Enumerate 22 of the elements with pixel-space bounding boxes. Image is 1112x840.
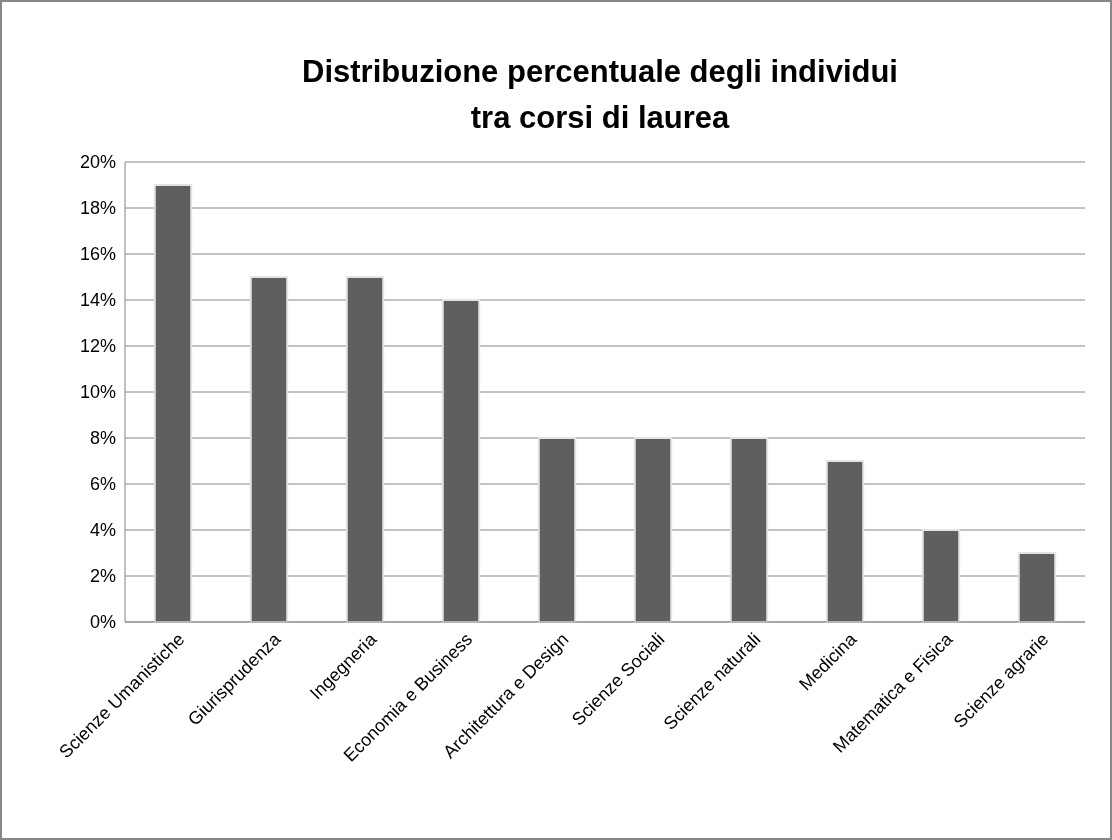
y-tick-label: 12% <box>79 336 116 357</box>
bar <box>249 276 289 623</box>
y-tick-label: 2% <box>89 566 116 587</box>
y-tick-label: 8% <box>89 428 116 449</box>
y-tick-label: 20% <box>79 152 116 173</box>
y-tick-label: 6% <box>89 474 116 495</box>
bar <box>729 437 769 623</box>
bar <box>633 437 673 623</box>
bar <box>825 460 865 623</box>
bar <box>345 276 385 623</box>
y-tick-label: 18% <box>79 198 116 219</box>
bar <box>921 529 961 623</box>
y-tick-label: 16% <box>79 244 116 265</box>
chart-title: Distribuzione percentuale degli individui tra corsi di laurea <box>302 54 898 135</box>
bar <box>1017 552 1057 623</box>
y-tick-label: 10% <box>79 382 116 403</box>
y-tick-label: 4% <box>89 520 116 541</box>
bar <box>153 184 193 623</box>
bar <box>537 437 577 623</box>
y-tick-label: 0% <box>89 612 116 633</box>
y-tick-label: 14% <box>79 290 116 311</box>
bar <box>441 299 481 623</box>
